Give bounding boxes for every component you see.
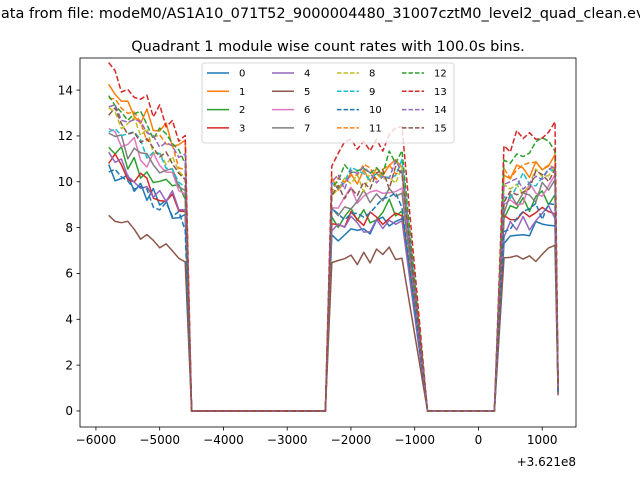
legend-box [201, 62, 455, 144]
series-line-2 [108, 145, 559, 412]
legend-label-15: 15 [434, 124, 447, 135]
x-offset-label: +3.621e8 [517, 455, 576, 469]
y-tick-label: 10 [58, 175, 73, 189]
x-tick-label: −5000 [139, 433, 180, 447]
series-line-9 [108, 127, 559, 412]
legend-label-10: 10 [369, 105, 382, 116]
legend-label-13: 13 [434, 87, 447, 98]
legend-label-11: 11 [369, 124, 382, 135]
y-tick-label: 8 [65, 221, 73, 235]
ticks-layer: −6000 −5000 −4000 −3000 −2000 −1000 0 1000 0 2 4 6 8… [58, 83, 558, 447]
x-tick-label: −3000 [267, 433, 308, 447]
series-line-7 [108, 132, 559, 412]
y-tick-label: 14 [58, 83, 73, 97]
y-tick-label: 12 [58, 129, 73, 143]
x-tick-label: −1000 [394, 433, 435, 447]
x-tick-label: −6000 [76, 433, 117, 447]
legend-label-12: 12 [434, 69, 447, 80]
y-tick-label: 0 [65, 404, 73, 418]
figure-suptitle: Data from file: modeM0/AS1A10_071T52_900… [0, 6, 640, 22]
series-line-11 [108, 97, 559, 412]
series-line-8 [108, 107, 559, 412]
series-line-10 [108, 168, 559, 412]
legend-label-1: 1 [239, 87, 245, 98]
x-tick-label: 0 [475, 433, 483, 447]
legend-label-5: 5 [304, 87, 310, 98]
chart-title: Quadrant 1 module wise count rates with … [131, 39, 525, 55]
x-tick-label: −4000 [203, 433, 244, 447]
series-line-12 [108, 95, 559, 412]
series-line-5 [108, 214, 559, 412]
series-line-14 [108, 103, 559, 412]
x-tick-label: −2000 [331, 433, 372, 447]
series-line-6 [108, 127, 559, 412]
legend-label-4: 4 [304, 69, 310, 80]
series-line-13 [108, 62, 559, 412]
legend-label-7: 7 [304, 124, 310, 135]
legend-label-3: 3 [239, 124, 245, 135]
y-tick-label: 6 [65, 267, 73, 281]
axes-frame [79, 57, 577, 428]
series-layer [108, 62, 559, 412]
y-tick-label: 4 [65, 312, 73, 326]
legend-label-9: 9 [369, 87, 375, 98]
series-line-4 [108, 151, 559, 412]
series-line-15 [108, 107, 559, 412]
legend-label-6: 6 [304, 105, 310, 116]
y-tick-label: 2 [65, 358, 73, 372]
legend-label-2: 2 [239, 105, 245, 116]
x-tick-label: 1000 [527, 433, 558, 447]
legend-label-0: 0 [239, 69, 245, 80]
legend-label-14: 14 [434, 105, 447, 116]
legend-label-8: 8 [369, 69, 375, 80]
